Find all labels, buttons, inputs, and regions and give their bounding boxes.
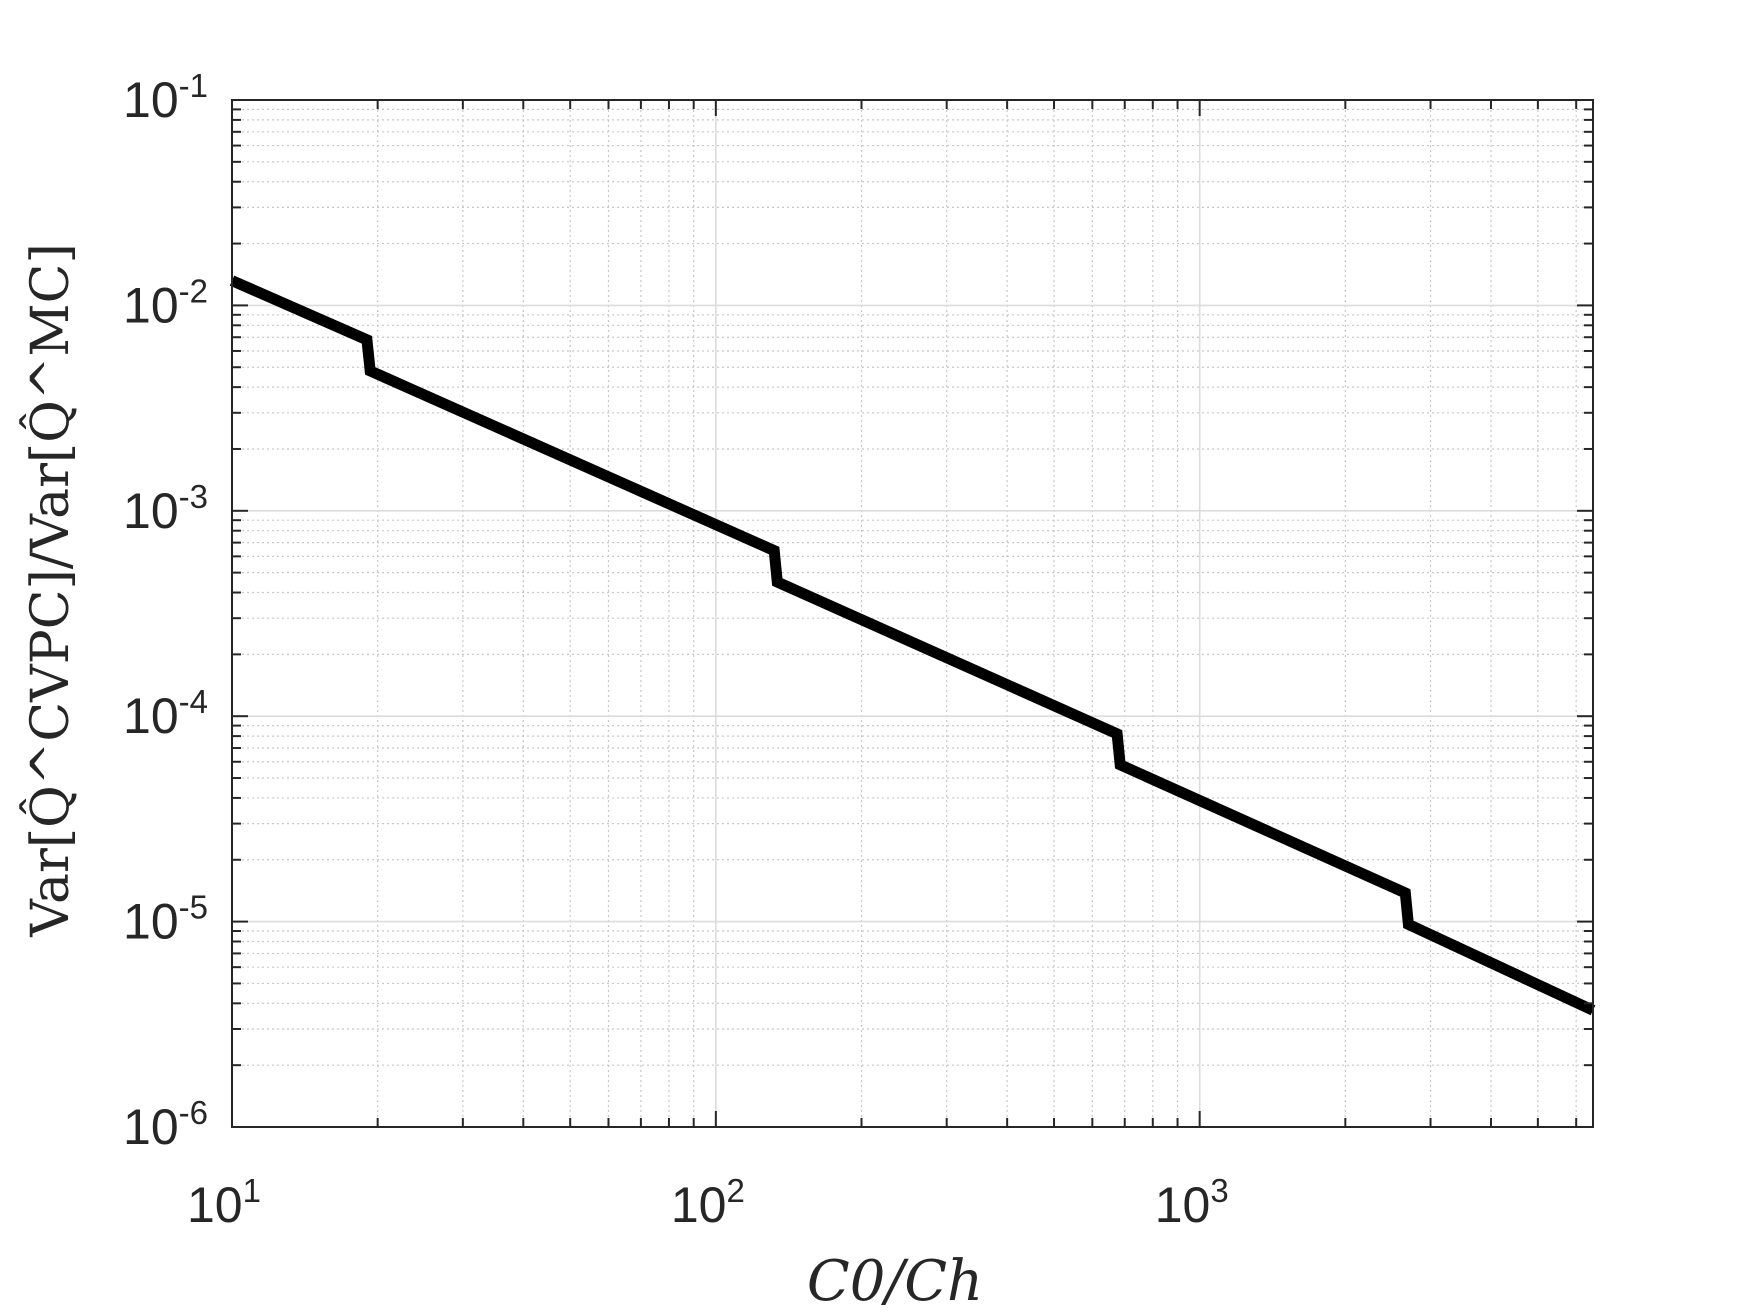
tick-marks bbox=[231, 99, 1593, 1128]
y-axis-label: Var[Q̂^CVPC]/Var[Q̂^MC] bbox=[20, 243, 81, 938]
x-tick-labels: 101 102 103 bbox=[187, 1172, 1229, 1233]
x-tick-label: 101 bbox=[187, 1172, 261, 1233]
y-tick-label: 10-1 bbox=[123, 67, 208, 128]
y-tick-label: 10-4 bbox=[123, 683, 208, 744]
x-axis-label: C0/Ch bbox=[807, 1249, 983, 1313]
y-tick-labels: 10-6 10-5 10-4 10-3 10-2 10-1 bbox=[123, 67, 208, 1155]
y-tick-label: 10-6 bbox=[123, 1094, 208, 1155]
x-axis-label-text: C0/Ch bbox=[807, 1249, 983, 1313]
series-layer bbox=[229, 275, 1596, 1016]
series-line bbox=[229, 275, 1596, 1016]
y-tick-label: 10-2 bbox=[123, 272, 208, 333]
plot-area-frame bbox=[231, 99, 1594, 1128]
x-tick-label: 102 bbox=[671, 1172, 745, 1233]
minor-gridlines bbox=[232, 100, 1593, 1127]
y-axis-label-text: Var[Q̂^CVPC]/Var[Q̂^MC] bbox=[20, 243, 81, 938]
x-tick-label: 103 bbox=[1155, 1172, 1229, 1233]
y-tick-label: 10-3 bbox=[123, 478, 208, 539]
y-tick-label: 10-5 bbox=[123, 889, 208, 950]
